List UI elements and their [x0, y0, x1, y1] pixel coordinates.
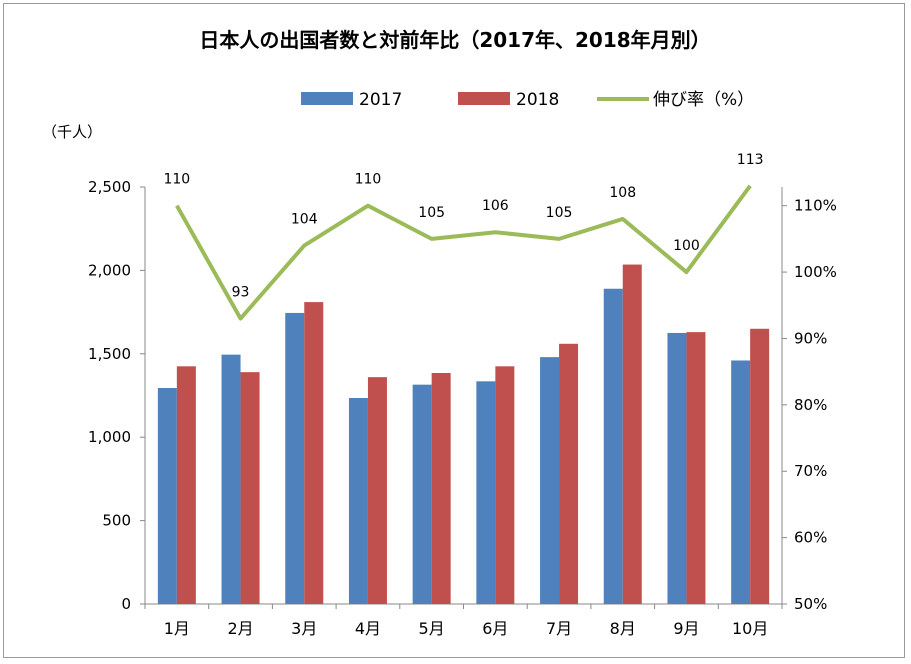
right-tick-label: 110% [794, 197, 837, 215]
plot-area: 0 500 1,000 1,500 2,000 2,500 50% 60% 70% 80% 90% 1… [88, 152, 837, 638]
data-label: 108 [609, 185, 636, 201]
legend: 2017 2018 伸び率（%） [301, 90, 754, 110]
bar-2017 [540, 357, 560, 604]
bar-2017 [667, 332, 687, 604]
left-tick-label: 2,000 [88, 261, 131, 279]
bar-2017 [157, 387, 177, 604]
bar-2018 [495, 366, 515, 604]
left-tick-label: 1,000 [88, 428, 131, 446]
data-label: 93 [232, 285, 250, 301]
bar-2017 [731, 360, 751, 604]
bar-2017 [285, 312, 305, 604]
growth-rate-line [175, 184, 752, 321]
left-tick-label: 0 [121, 595, 131, 613]
bar-2017 [603, 288, 623, 604]
legend-label: 2018 [516, 90, 559, 110]
x-tick-label: 5月 [419, 619, 445, 638]
x-tick-label: 3月 [291, 619, 317, 638]
x-tick-label: 4月 [355, 619, 381, 638]
left-tick-label: 2,500 [88, 178, 131, 196]
right-tick-label: 70% [794, 462, 827, 480]
data-label: 104 [291, 212, 318, 228]
bar-2017 [412, 384, 432, 604]
chart-title: 日本人の出国者数と対前年比（2017年、2018年月別） [199, 28, 710, 52]
right-tick-label: 60% [794, 529, 827, 547]
legend-label: 伸び率（%） [653, 90, 754, 110]
x-tick-label: 8月 [610, 619, 636, 638]
bar-2018 [304, 302, 324, 604]
bar-2018 [750, 328, 770, 604]
legend-swatch [458, 92, 510, 105]
right-tick-label: 90% [794, 329, 827, 347]
bar-2017 [221, 354, 241, 604]
bar-2017 [348, 398, 368, 604]
right-tick-label: 80% [794, 396, 827, 414]
x-tick-label: 6月 [482, 619, 508, 638]
bar-2017 [476, 381, 496, 604]
legend-label: 2017 [359, 90, 402, 110]
bar-2018 [622, 264, 642, 604]
x-tick-label: 7月 [546, 619, 572, 638]
left-tick-label: 1,500 [88, 345, 131, 363]
data-label: 105 [546, 205, 573, 221]
legend-swatch [301, 92, 353, 105]
right-tick-label: 50% [794, 595, 827, 613]
data-label: 106 [482, 198, 509, 214]
y-axis-label: （千人） [42, 123, 102, 141]
data-label: 110 [163, 172, 190, 188]
right-tick-label: 100% [794, 263, 837, 281]
data-label: 110 [355, 172, 382, 188]
bar-2018 [559, 343, 579, 604]
data-label: 105 [418, 205, 445, 221]
data-label: 100 [673, 238, 700, 254]
bar-2018 [176, 366, 196, 604]
x-tick-label: 1月 [164, 619, 190, 638]
data-label: 113 [737, 152, 764, 168]
x-tick-label: 10月 [732, 619, 768, 638]
left-tick-label: 500 [102, 512, 131, 530]
x-tick-label: 2月 [227, 619, 253, 638]
bar-2018 [240, 372, 260, 604]
bar-2018 [431, 372, 451, 604]
x-tick-label: 9月 [673, 619, 699, 638]
bar-2018 [686, 332, 706, 604]
bar-2018 [367, 377, 387, 604]
